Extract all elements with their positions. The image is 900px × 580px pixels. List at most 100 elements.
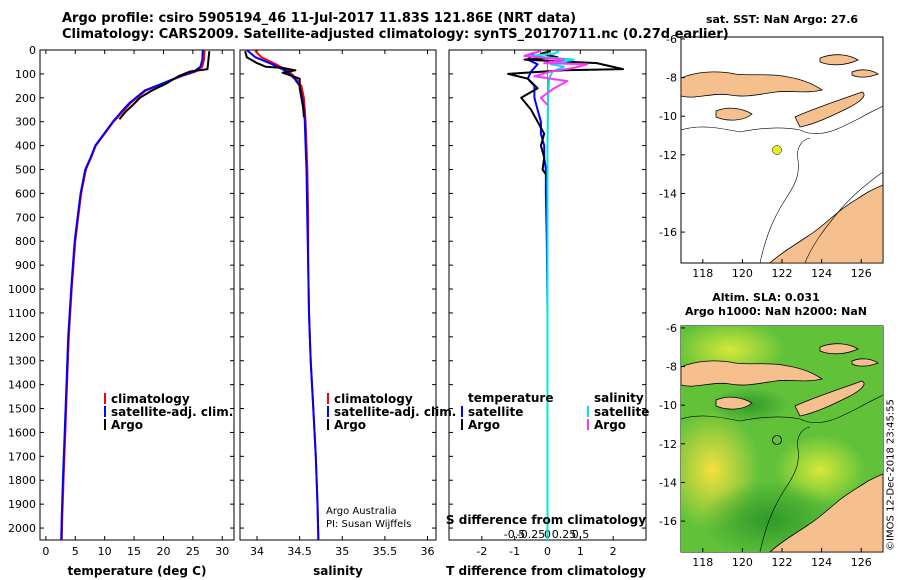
timor-island (794, 91, 865, 128)
x-tick-label: 34.5 (287, 545, 312, 558)
depth-tick-label: 0 (29, 44, 36, 57)
series-line-t-argo (507, 50, 624, 180)
temperature-axis-ticks: 0 5 10 15 20 25 30 (42, 50, 229, 558)
argo-position-marker (772, 435, 782, 445)
legend-s-argo-label: Argo (594, 418, 626, 432)
map-y-tick-label: -16 (659, 515, 677, 528)
difference-legend: temperature satellite Argo salinity sate… (461, 391, 649, 432)
s-diff-tick-label: -0.5 (504, 528, 525, 541)
depth-tick-label: 800 (15, 235, 36, 248)
difference-xlabel: T difference from climatology (446, 564, 646, 578)
temperature-series (60, 50, 211, 540)
map-y-tick-label: -10 (659, 110, 677, 123)
legend-t-satellite-label: satellite (468, 405, 523, 419)
sla-map-subtitle: Argo h1000: NaN h2000: NaN (685, 305, 867, 318)
legend-climatology-label: climatology (111, 392, 190, 406)
sla-map-title: Altim. SLA: 0.031 (712, 291, 819, 304)
depth-tick-label: 900 (15, 259, 36, 272)
s-diff-tick-label: 0.25 (552, 528, 577, 541)
legend-satellite-label: satellite-adj. clim. (111, 405, 233, 419)
argo-position-marker (772, 145, 782, 155)
map-y-tick-label: -8 (666, 361, 677, 374)
map-x-tick-label: 120 (732, 556, 753, 569)
series-line-t-satellite (526, 51, 549, 540)
map-y-tick-label: -10 (659, 399, 677, 412)
map-x-tick-label: 120 (732, 267, 753, 280)
series-line-s-satellite (528, 50, 575, 540)
map-x-tick-label: 126 (851, 556, 872, 569)
x-tick-label: 10 (98, 545, 112, 558)
x-tick-label: 0 (42, 545, 49, 558)
x-tick-label: 36 (420, 545, 434, 558)
figure-title-line1: Argo profile: csiro 5905194_46 11-Jul-20… (62, 11, 577, 26)
credit-pi: PI: Susan Wijffels (326, 519, 412, 530)
map-y-tick-label: -14 (659, 187, 677, 200)
salinity-legend: climatology satellite-adj. clim. Argo (327, 392, 456, 432)
salinity-depth-ticks (240, 49, 436, 529)
legend-climatology-label: climatology (334, 392, 413, 406)
figure-title-line2: Climatology: CARS2009. Satellite-adjuste… (62, 27, 729, 42)
sst-map: sat. SST: NaN Argo: 27.6 118 120 122 124 126… (659, 13, 884, 280)
depth-tick-label: 1400 (8, 379, 36, 392)
legend-argo-label: Argo (111, 418, 143, 432)
map-y-tick-label: -14 (659, 476, 677, 489)
australia-coast (769, 184, 883, 263)
x-tick-label: -2 (476, 545, 487, 558)
map-y-tick-label: -8 (666, 72, 677, 85)
x-tick-label: 15 (127, 545, 141, 558)
t-difference-axis-ticks: -2 -1 0 1 2 (476, 50, 617, 558)
map-x-tick-label: 118 (692, 267, 713, 280)
sst-map-ticks: 118 120 122 124 126 -6 -8 -10 -12 -14 -16 (659, 33, 872, 280)
x-tick-label: 35.5 (373, 545, 398, 558)
map-x-tick-label: 122 (772, 556, 793, 569)
credit-institution: Argo Australia (326, 506, 397, 517)
depth-tick-label: 2000 (8, 522, 36, 535)
x-tick-label: 2 (610, 545, 617, 558)
bathymetry-contour (681, 105, 883, 134)
x-tick-label: -1 (509, 545, 520, 558)
temperature-axes (39, 49, 235, 541)
sumba-island (715, 107, 753, 121)
depth-tick-label: 1500 (8, 403, 36, 416)
difference-series (507, 50, 624, 540)
legend-s-satellite-label: satellite (594, 405, 649, 419)
imos-timestamp-box: ©IMOS 12-Dec-2018 23:45:55 (884, 380, 898, 570)
depth-tick-label: 1300 (8, 355, 36, 368)
sla-map-ticks: 118 120 122 124 126 -6 -8 -10 -12 -14 -16 (659, 322, 872, 569)
depth-tick-label: 100 (15, 68, 36, 81)
sst-map-title: sat. SST: NaN Argo: 27.6 (706, 13, 858, 26)
x-tick-label: 5 (72, 545, 79, 558)
x-tick-label: 1 (577, 545, 584, 558)
map-x-tick-label: 126 (851, 267, 872, 280)
map-y-tick-label: -6 (666, 322, 677, 335)
depth-tick-label: 1200 (8, 331, 36, 344)
x-tick-label: 35 (335, 545, 349, 558)
northern-islands (819, 343, 879, 367)
temperature-legend: climatology satellite-adj. clim. Argo (104, 392, 233, 432)
series-line-argo (118, 51, 211, 120)
depth-tick-label: 500 (15, 164, 36, 177)
depth-axis-ticks: 0 100 200 300 400 500 600 700 800 900 1000 1100 1200… (8, 44, 234, 535)
depth-tick-label: 400 (15, 140, 36, 153)
s-diff-tick-label: -0.25 (517, 528, 545, 541)
salinity-axis-ticks: 34 34.5 35 35.5 36 (250, 50, 434, 558)
java-flores-island-chain (681, 71, 823, 98)
australia-coast (769, 473, 883, 552)
x-tick-label: 20 (156, 545, 170, 558)
x-tick-label: 34 (250, 545, 264, 558)
map-y-tick-label: -12 (659, 438, 677, 451)
legend-temperature-title: temperature (468, 391, 553, 405)
depth-tick-label: 300 (15, 116, 36, 129)
northern-islands (819, 54, 879, 78)
depth-tick-label: 1700 (8, 450, 36, 463)
legend-satellite-label: satellite-adj. clim. (334, 405, 456, 419)
imos-timestamp: ©IMOS 12-Dec-2018 23:45:55 (885, 399, 897, 551)
x-tick-label: 30 (215, 545, 229, 558)
temperature-xlabel: temperature (deg C) (68, 564, 207, 578)
salinity-xlabel: salinity (313, 564, 363, 578)
s-difference-xlabel: S difference from climatology (446, 513, 646, 527)
sumba-island (715, 396, 753, 410)
sla-map: Altim. SLA: 0.031 Argo h1000: NaN h2000:… (659, 291, 884, 569)
x-tick-label: 25 (186, 545, 200, 558)
salinity-series (244, 50, 320, 540)
